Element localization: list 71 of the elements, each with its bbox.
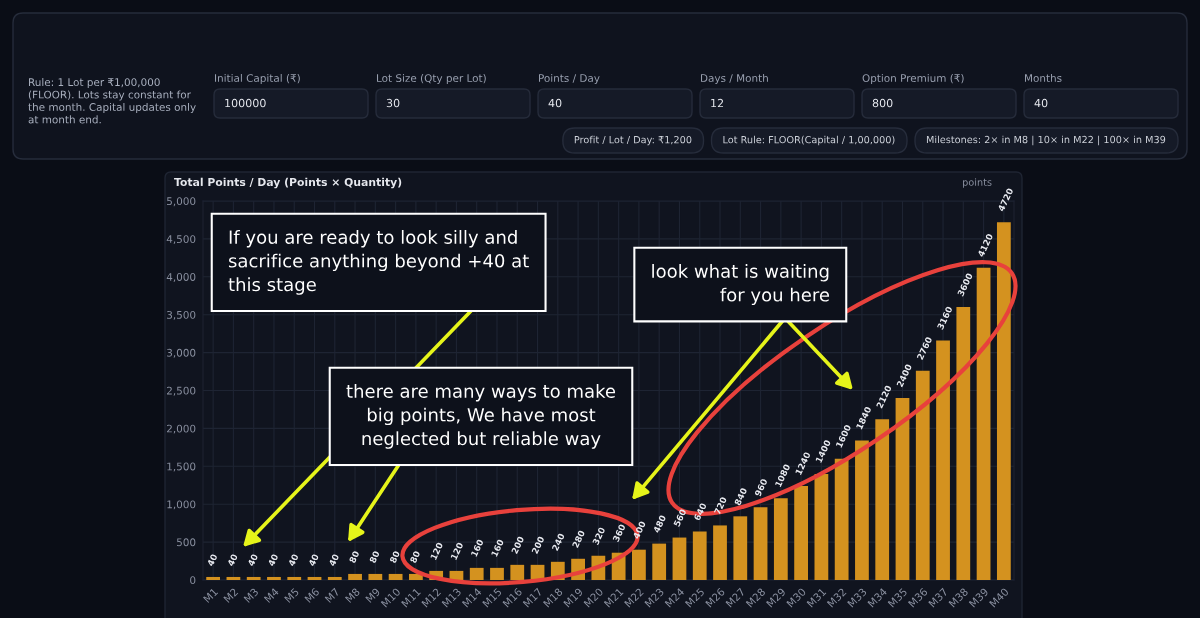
data-label: 160 [470,538,484,557]
data-label: 40 [267,553,279,567]
data-label: 120 [450,541,464,560]
data-label: 40 [1034,98,1048,108]
text: Milestones: 2× in M8 | 10× in M22 | 100× in M39 [926,135,1166,146]
annotation: If you are ready to look silly and sacrifice anything beyond +40 at this stage [228,230,529,295]
y-tick-label: 1,000 [167,500,196,510]
data-label: 40 [308,553,319,567]
data-label: 800 [872,98,893,108]
annotation: there are many ways to make big points, We have most neglected but reliable way [346,384,616,449]
data-label: 400 [632,520,646,540]
data-label: 40 [227,553,238,567]
data-label: 30 [386,98,400,108]
text: Rule: 1 Lot per ₹1,00,000 (FLOOR). Lots stay constant for the month. Capital updates only at month end. [28,78,196,124]
chart-title: Total Points / Day (Points × Quantity) [174,177,402,189]
x-tick-label: M6 [304,587,320,603]
y-tick-label: 0 [190,576,196,585]
annotation: look what is waiting for you here [652,264,830,306]
category-label: Option Premium (₹) [862,73,964,85]
data-label: 160 [490,538,505,557]
data-label: 40 [548,98,562,108]
y-tick-label: 2,000 [167,424,196,434]
data-label: 360 [612,523,626,543]
text: Lot Rule: FLOOR(Capital / 1,00,000) [723,135,895,146]
x-tick-label: M2 [223,587,239,603]
y-tick-label: 2,500 [167,386,196,396]
y-tick-label: 5,000 [167,197,196,207]
x-tick-label: M3 [243,587,259,603]
data-label: 200 [511,535,525,555]
data-label: 40 [328,553,340,567]
y-tick-label: 1,500 [167,462,196,472]
data-label: 12 [711,98,724,108]
x-tick-label: M9 [365,587,381,603]
data-label: 720 [713,496,728,515]
data-label: 4720 [997,187,1014,212]
x-tick-label: M1 [203,587,219,603]
data-label: 280 [571,529,586,549]
data-label: 80 [369,550,380,564]
data-label: 1400 [815,439,832,463]
category-label: Points / Day [539,73,600,85]
data-label: 80 [348,550,360,564]
data-label: 40 [247,553,259,567]
category-label: Months [1025,73,1062,83]
data-label: 40 [206,553,218,567]
data-label: 480 [652,514,667,534]
y-tick-label: 4,500 [166,235,196,245]
x-tick-label: M5 [284,587,300,603]
y-tick-label: 3,000 [167,348,196,358]
data-label: 240 [551,532,565,552]
category-label: Days / Month [701,73,768,85]
data-label: 560 [673,508,687,527]
x-tick-label: M4 [263,587,280,603]
data-label: 840 [734,487,748,506]
category-label: Lot Size (Qty per Lot) [377,73,486,85]
data-label: 960 [754,478,768,497]
data-label: 100000 [225,98,266,108]
y-tick-label: 500 [176,538,196,547]
y-tick-label: 3,500 [167,310,196,320]
data-label: 200 [531,535,545,555]
data-label: 120 [430,541,444,560]
x-tick-label: M7 [324,587,340,603]
data-label: 80 [409,550,421,564]
data-label: 40 [287,553,299,567]
x-tick-label: M8 [344,587,361,603]
text: Profit / Lot / Day: ₹1,200 [574,135,692,146]
data-label: 80 [389,550,401,564]
category-label: Initial Capital (₹) [215,73,300,85]
y-axis-title: points [963,178,992,188]
y-tick-label: 4,000 [166,273,196,282]
data-label: 640 [693,502,707,521]
data-label: 320 [592,526,606,546]
